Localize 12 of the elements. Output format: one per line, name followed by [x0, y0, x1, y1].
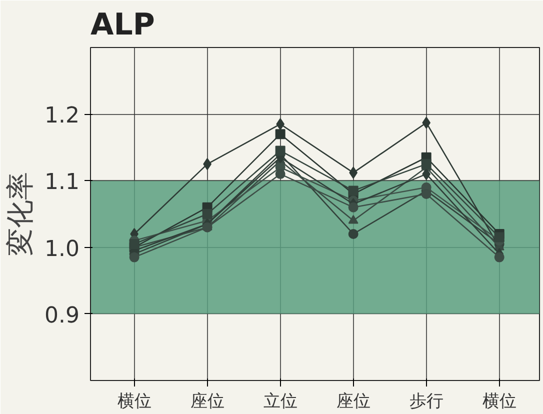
y-tick-label: 1.0 — [44, 236, 80, 262]
x-tick-label: 横位 — [482, 392, 516, 412]
x-tick-label: 座位 — [336, 392, 370, 412]
y-axis-title: 変化率 — [4, 172, 37, 256]
x-tick-label: 横位 — [117, 392, 152, 412]
chart-title: ALP — [90, 8, 155, 42]
y-tick-label: 0.9 — [44, 303, 80, 328]
x-tick-label: 歩行 — [409, 392, 444, 412]
x-tick-label: 立位 — [263, 392, 298, 412]
y-tick-label: 1.2 — [44, 104, 80, 129]
x-tick-label: 座位 — [190, 392, 224, 412]
y-tick-label: 1.1 — [44, 170, 80, 196]
